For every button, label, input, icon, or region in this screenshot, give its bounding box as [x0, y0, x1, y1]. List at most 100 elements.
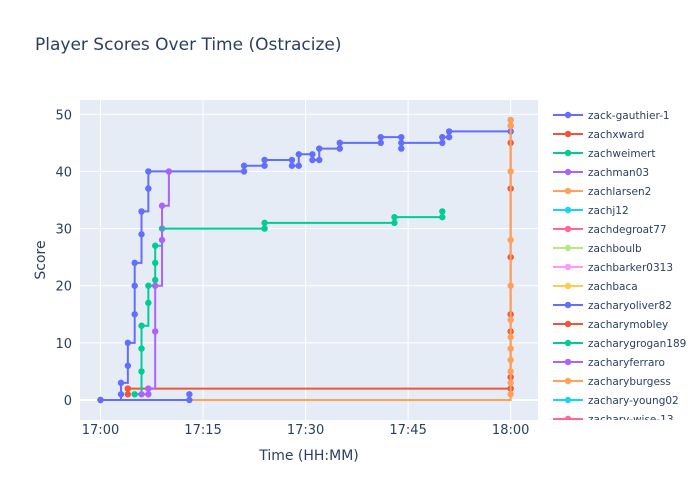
legend-label: zacharyoliver82 — [588, 300, 672, 312]
data-point — [145, 185, 152, 192]
data-point — [439, 139, 446, 147]
legend-label: zacharymobley — [588, 319, 668, 331]
legend-swatch-marker — [564, 206, 572, 214]
x-tick-label: 17:00 — [82, 423, 119, 438]
series-zachlarsen2 — [97, 116, 514, 404]
data-point — [261, 225, 268, 232]
data-point — [295, 162, 302, 169]
data-point — [138, 368, 145, 375]
legend-item: zacharyburgess — [553, 376, 671, 388]
legend-swatch-marker — [564, 130, 572, 138]
data-point — [117, 379, 125, 387]
data-point — [507, 122, 514, 129]
y-tick-label: 0 — [64, 394, 72, 409]
data-point — [131, 282, 138, 289]
data-point — [131, 259, 138, 267]
legend-swatch-marker — [564, 320, 572, 328]
data-point — [507, 368, 514, 375]
legend-item: zachdegroat77 — [553, 224, 667, 236]
data-point — [398, 139, 405, 147]
legend-swatch-marker — [564, 149, 572, 157]
x-tick-label: 17:45 — [389, 423, 426, 438]
data-point — [151, 259, 159, 267]
legend-label: zachlarsen2 — [588, 186, 651, 198]
data-point — [261, 219, 268, 227]
data-point — [398, 133, 405, 141]
legend-item: zachary-wise-13 — [553, 414, 674, 426]
legend-item: zacharymobley — [553, 319, 668, 331]
legend-label: zachdegroat77 — [588, 224, 667, 236]
data-point — [439, 208, 446, 215]
y-tick-label: 50 — [55, 108, 72, 123]
legend-label: zachary-young02 — [588, 395, 679, 407]
legend-label: zachxward — [588, 129, 644, 141]
legend-swatch-marker — [564, 301, 572, 309]
data-point — [261, 156, 268, 164]
data-point — [309, 151, 316, 158]
data-point — [507, 391, 514, 398]
data-point — [145, 385, 152, 392]
y-tick-label: 10 — [55, 337, 72, 352]
data-point — [131, 391, 138, 398]
x-tick-label: 17:30 — [287, 423, 324, 438]
data-point — [445, 128, 453, 135]
legend-label: zacharygrogan189 — [588, 338, 686, 350]
data-point — [309, 156, 316, 164]
legend-item: zacharygrogan189 — [553, 338, 686, 350]
data-point — [398, 145, 405, 152]
y-tick-label: 40 — [55, 165, 72, 180]
legend-swatch-marker — [564, 225, 572, 233]
legend-label: zachweimert — [588, 148, 655, 160]
series-line — [134, 211, 444, 396]
legend-label: zack-gauthier-1 — [588, 110, 670, 122]
data-point — [507, 282, 514, 289]
legend-item: zachweimert — [553, 148, 655, 160]
data-point — [288, 162, 296, 169]
legend-label: zacharyburgess — [588, 376, 671, 388]
series-layer — [97, 116, 514, 404]
data-point — [138, 322, 145, 329]
data-point — [145, 391, 152, 398]
legend-item: zacharyferraro — [553, 357, 665, 369]
legend-item: zachj12 — [553, 205, 629, 217]
legend-label: zachboulb — [588, 243, 642, 255]
data-point — [138, 345, 145, 352]
legend-label: zachary-wise-13 — [588, 414, 674, 426]
data-point — [145, 299, 152, 307]
legend-item: zack-gauthier-1 — [553, 110, 670, 122]
x-axis-label: Time (HH:MM) — [258, 448, 359, 464]
data-point — [158, 236, 166, 244]
y-tick-label: 20 — [55, 280, 72, 295]
data-point — [507, 116, 514, 124]
legend-item: zachman03 — [553, 167, 649, 179]
legend-swatch-marker — [564, 168, 572, 176]
data-point — [186, 391, 193, 398]
data-point — [158, 202, 166, 209]
legend-swatch-marker — [564, 263, 572, 271]
y-tick-label: 30 — [55, 223, 72, 238]
legend-item: zacharyoliver82 — [553, 300, 672, 312]
series-zachman03 — [138, 168, 173, 398]
data-point — [131, 311, 138, 318]
data-point — [507, 379, 514, 387]
data-point — [124, 385, 132, 392]
legend-item: zachxward — [553, 129, 644, 141]
legend-swatch-marker — [564, 244, 572, 252]
series-zachweimert — [131, 208, 446, 398]
data-point — [138, 391, 145, 398]
data-point — [507, 333, 514, 341]
data-point — [507, 168, 514, 175]
data-point — [377, 139, 384, 147]
data-point — [507, 316, 514, 324]
y-axis-label: Score — [33, 240, 49, 279]
data-point — [145, 282, 152, 289]
legend-swatch-marker — [564, 187, 572, 195]
legend-item: zachlarsen2 — [553, 186, 651, 198]
data-point — [124, 362, 132, 369]
legend-label: zachbaca — [588, 281, 638, 293]
data-point — [261, 162, 268, 169]
data-point — [439, 133, 446, 141]
data-point — [391, 213, 398, 221]
